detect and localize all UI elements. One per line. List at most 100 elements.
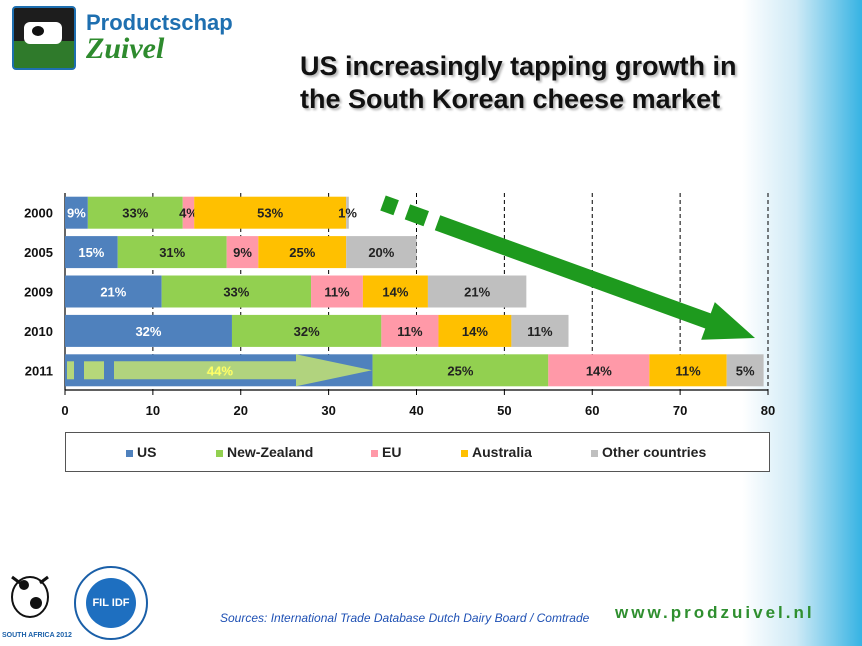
data-label: 9%: [67, 206, 86, 221]
bar-segment: [311, 275, 363, 308]
bar-segment: [438, 314, 512, 347]
x-tick-label: 30: [321, 403, 335, 418]
legend-label: Other countries: [602, 444, 707, 460]
legend-label: EU: [382, 444, 402, 460]
bar-segment: [65, 314, 232, 347]
legend-item: Other countries: [591, 444, 706, 460]
category-label: 2009: [24, 285, 53, 300]
data-label: 15%: [78, 245, 104, 260]
category-label: 2011: [25, 363, 53, 378]
website-url[interactable]: www.prodzuivel.nl: [615, 603, 815, 622]
category-label: 2000: [24, 206, 53, 221]
chart-legend: US New-Zealand EU Australia Other countries: [65, 432, 770, 472]
growth-arrow-icon: [114, 354, 372, 387]
legend-item: EU: [371, 444, 401, 460]
x-tick-label: 70: [673, 403, 687, 418]
logo-text-line1: Productschap: [86, 10, 233, 35]
legend-item: New-Zealand: [216, 444, 313, 460]
logo-text-line2: Zuivel: [86, 32, 165, 65]
bar-segment: [649, 354, 727, 387]
data-label: 14%: [462, 324, 488, 339]
legend-label: New-Zealand: [227, 444, 314, 460]
x-tick-label: 20: [234, 403, 248, 418]
bar-segment: [548, 354, 650, 387]
data-label: 32%: [135, 324, 161, 339]
bar-segment: [346, 196, 349, 229]
cow-logo-icon: [12, 6, 76, 70]
data-label: 44%: [207, 363, 233, 378]
bar-segment: [87, 196, 183, 229]
data-label: 14%: [382, 285, 408, 300]
trend-arrow-icon: [434, 215, 755, 340]
data-label: 25%: [289, 245, 315, 260]
bar-segment: [117, 236, 227, 269]
dairy-summit-cow-icon: [11, 575, 49, 618]
trend-arrow-dash: [404, 204, 429, 227]
data-label: 32%: [294, 324, 320, 339]
bar-segment: [231, 314, 382, 347]
bar-segment: [226, 236, 259, 269]
background-gradient: [742, 0, 862, 646]
bar-segment: [346, 236, 417, 269]
legend-item: US: [126, 444, 156, 460]
bar-segment: [65, 236, 118, 269]
slide-title: US increasingly tapping growth in the So…: [300, 50, 800, 116]
data-label: 21%: [464, 285, 490, 300]
category-label: 2010: [24, 324, 53, 339]
bar-segment: [372, 354, 549, 387]
legend-swatch: [461, 449, 468, 457]
fil-idf-logo: FIL IDF: [74, 566, 148, 640]
data-label: 11%: [324, 285, 350, 300]
legend-swatch: [126, 449, 133, 457]
bar-segment: [362, 275, 428, 308]
legend-label: Australia: [472, 444, 532, 460]
data-label: 14%: [586, 363, 612, 378]
data-label: 31%: [159, 245, 185, 260]
data-label: 20%: [368, 245, 394, 260]
bottom-left-logos: SOUTH AFRICA 2012 FIL IDF: [0, 560, 160, 646]
bar-segment: [381, 314, 439, 347]
bar-segment: [65, 196, 88, 229]
category-label: 2005: [24, 245, 53, 260]
data-label: 5%: [736, 363, 755, 378]
x-tick-label: 40: [409, 403, 423, 418]
source-note: Sources: International Trade Database Du…: [220, 611, 590, 625]
data-label: 53%: [257, 206, 283, 221]
data-label: 33%: [223, 285, 249, 300]
x-tick-label: 10: [146, 403, 160, 418]
title-line-2: the South Korean cheese market: [300, 84, 721, 114]
legend-swatch: [591, 449, 598, 457]
legend-swatch: [216, 449, 223, 457]
legend-item: Australia: [461, 444, 532, 460]
growth-arrow-dash: [67, 361, 74, 380]
data-label: 4%: [179, 206, 198, 221]
bar-segment: [258, 236, 347, 269]
legend-swatch: [371, 449, 378, 457]
data-label: 11%: [527, 324, 553, 339]
event-text: SOUTH AFRICA 2012: [2, 632, 72, 639]
bar-segment: [194, 196, 347, 229]
growth-arrow-dash: [84, 361, 104, 380]
bar-segment: [726, 354, 764, 387]
productschap-zuivel-logo: Productschap Zuivel: [10, 4, 250, 70]
x-tick-label: 60: [585, 403, 599, 418]
data-label: 25%: [447, 363, 473, 378]
x-tick-label: 80: [761, 403, 775, 418]
legend-label: US: [137, 444, 157, 460]
x-tick-label: 50: [497, 403, 511, 418]
x-tick-label: 0: [61, 403, 68, 418]
data-label: 1%: [338, 206, 357, 221]
data-label: 9%: [233, 245, 252, 260]
fil-idf-logo-text: FIL IDF: [86, 578, 136, 628]
data-label: 21%: [100, 285, 126, 300]
bar-segment: [161, 275, 312, 308]
bar-segment: [511, 314, 569, 347]
title-line-1: US increasingly tapping growth in: [300, 51, 737, 81]
trend-arrow-dash: [380, 195, 399, 216]
bar-segment: [427, 275, 527, 308]
data-label: 33%: [122, 206, 148, 221]
bar-segment: [182, 196, 195, 229]
data-label: 11%: [675, 363, 701, 378]
data-label: 11%: [397, 324, 423, 339]
